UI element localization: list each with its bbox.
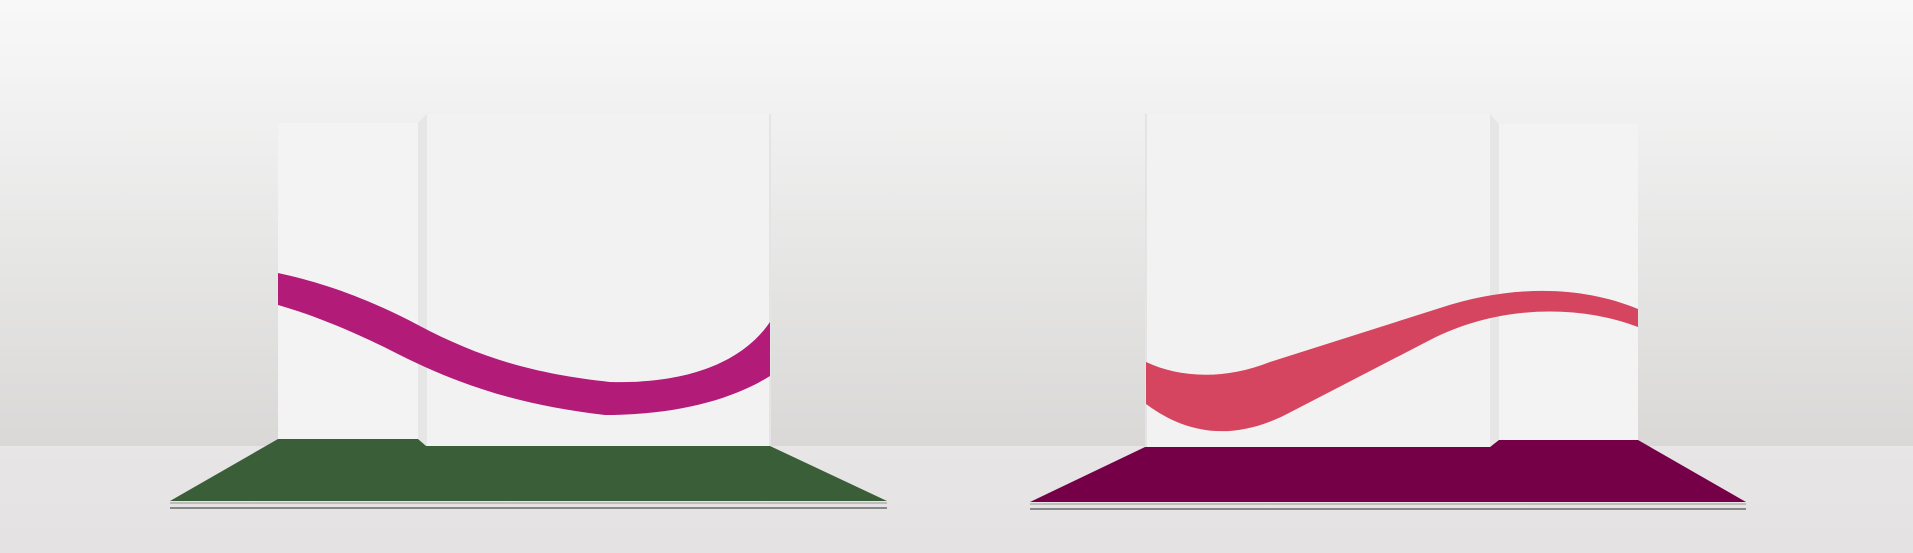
right-display-side-panel: [1499, 124, 1638, 440]
left-display-ribbon: [278, 273, 770, 415]
right-display-base: [1030, 440, 1746, 502]
right-display: [1030, 114, 1746, 510]
right-display-fold: [1490, 114, 1499, 447]
left-display-fold: [418, 114, 427, 446]
left-display-base: [170, 439, 887, 501]
right-display-ribbon: [1146, 290, 1638, 432]
left-display: [170, 114, 887, 509]
